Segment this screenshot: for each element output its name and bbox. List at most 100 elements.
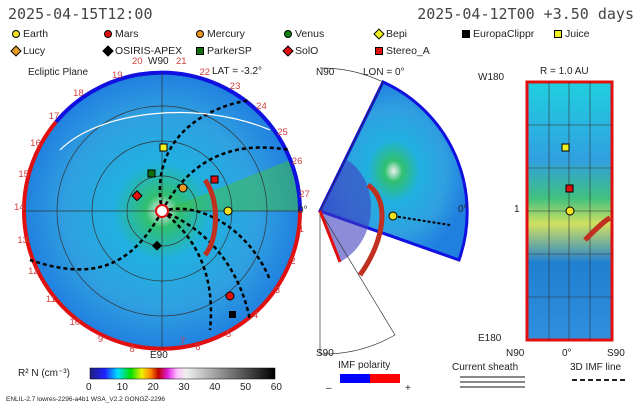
polarity-boundary-neg bbox=[54, 70, 236, 124]
legend-label: OSIRIS-APEX bbox=[115, 45, 183, 57]
meridional-right: 0° bbox=[458, 204, 468, 215]
legend-label: ParkerSP bbox=[207, 45, 252, 57]
meridional-bottom: S90 bbox=[316, 348, 334, 359]
imf-title: IMF polarity bbox=[338, 360, 391, 371]
imf-pos-swatch bbox=[370, 374, 400, 383]
carrington-tick-label: 7 bbox=[180, 336, 186, 347]
juice-marker bbox=[159, 143, 168, 152]
legend-label: Juice bbox=[565, 28, 590, 40]
earth-marker bbox=[223, 206, 233, 216]
parkersp-marker bbox=[147, 169, 156, 178]
colorbar-tick: 30 bbox=[178, 382, 190, 393]
legend-item: ParkerSP bbox=[196, 45, 252, 57]
colorbar-tick: 50 bbox=[240, 382, 252, 393]
radial-bottom: E180 bbox=[478, 333, 502, 344]
carrington-tick-label: 26 bbox=[291, 156, 303, 168]
legend-label: EuropaClippr bbox=[473, 28, 535, 40]
carrington-tick-label: 20 bbox=[132, 56, 143, 67]
footer-run-info: ENLIL-2.7 lowres-2296-a4b1 WSA_V2.2 GONG… bbox=[6, 396, 165, 403]
legend-item: EuropaClippr bbox=[462, 28, 534, 40]
ecliptic-lat: LAT = -3.2° bbox=[212, 66, 263, 77]
imf-neg-swatch bbox=[340, 374, 370, 383]
colorbar-tick: 10 bbox=[116, 382, 128, 393]
legend-item: Bepi bbox=[373, 28, 408, 40]
osiris-apex-marker bbox=[152, 240, 162, 251]
square-icon bbox=[375, 47, 383, 55]
carrington-tick-label: 19 bbox=[112, 70, 123, 81]
run-time: 2025-04-12T00 +3.50 days bbox=[417, 5, 634, 23]
carrington-tick-label: 3 bbox=[274, 285, 280, 297]
legend-label: Stereo_A bbox=[386, 45, 430, 57]
circle-icon bbox=[284, 30, 292, 38]
carrington-tick-label: 9 bbox=[97, 334, 104, 346]
carrington-tick-label: 14 bbox=[14, 201, 25, 213]
ecliptic-top-label: W90 bbox=[148, 56, 169, 67]
circle-icon bbox=[196, 30, 204, 38]
circle-icon bbox=[12, 30, 20, 38]
colorbar bbox=[89, 367, 276, 380]
carrington-tick-label: 11 bbox=[45, 293, 56, 305]
mars-marker bbox=[225, 291, 235, 301]
legend-label: SolO bbox=[295, 45, 319, 57]
radial-map-plot bbox=[525, 80, 614, 342]
meridional-earth-marker bbox=[388, 211, 398, 221]
radial-earth-marker bbox=[565, 206, 575, 216]
circle-icon bbox=[104, 30, 112, 38]
sheath-title: Current sheath bbox=[452, 362, 519, 373]
square-icon bbox=[554, 30, 562, 38]
carrington-tick-label: 25 bbox=[277, 126, 288, 138]
square-icon bbox=[196, 47, 204, 55]
legend-item: SolO bbox=[282, 45, 319, 57]
current-time: 2025-04-15T12:00 bbox=[8, 5, 153, 23]
meridional-top: N90 bbox=[316, 67, 335, 78]
legend-item: Venus bbox=[284, 28, 324, 40]
carrington-tick-label: 2 bbox=[290, 255, 296, 267]
carrington-tick-label: 24 bbox=[256, 100, 267, 112]
carrington-tick-label: 6 bbox=[195, 341, 201, 353]
legend-label: Earth bbox=[23, 28, 49, 40]
colorbar-label: R² N (cm⁻³) bbox=[18, 368, 70, 379]
legend-item: Mars bbox=[104, 28, 138, 40]
carrington-tick-label: 10 bbox=[69, 317, 81, 329]
legend-label: Mercury bbox=[207, 28, 245, 40]
carrington-tick-label: 12 bbox=[28, 266, 39, 277]
radial-x-left: N90 bbox=[506, 348, 525, 359]
stereo-a-marker bbox=[210, 175, 219, 184]
square-icon bbox=[462, 30, 470, 38]
carrington-tick-label: 18 bbox=[73, 88, 84, 100]
legend-label: Bepi bbox=[386, 28, 408, 40]
ecliptic-bottom-label: E90 bbox=[150, 350, 168, 361]
colorbar-tick: 0 bbox=[86, 382, 92, 393]
carrington-tick-label: 15 bbox=[18, 168, 29, 180]
mercury-marker bbox=[178, 183, 188, 193]
legend-item: Lucy bbox=[10, 45, 45, 57]
carrington-tick-label: 27 bbox=[299, 188, 310, 200]
imf-plus: + bbox=[405, 383, 411, 394]
carrington-tick-label: 1 bbox=[298, 223, 304, 235]
polarity-boundary-pos bbox=[21, 120, 302, 351]
carrington-tick-label: 8 bbox=[129, 344, 135, 356]
carrington-tick-label: 17 bbox=[48, 110, 60, 122]
carrington-tick-label: 13 bbox=[17, 234, 28, 246]
carrington-tick-label: 21 bbox=[176, 56, 187, 67]
carrington-tick-label: 23 bbox=[229, 80, 241, 92]
radial-x-mid: 0° bbox=[562, 348, 572, 359]
radial-title: R = 1.0 AU bbox=[540, 66, 589, 77]
colorbar-tick: 60 bbox=[270, 382, 282, 393]
carrington-tick-label: 22 bbox=[199, 67, 211, 79]
europaclipper-marker bbox=[229, 311, 236, 318]
sun-marker bbox=[155, 204, 169, 218]
current-sheath-swatch bbox=[460, 376, 525, 388]
imfline-title: 3D IMF line bbox=[570, 362, 622, 373]
legend-item: Earth bbox=[12, 28, 48, 40]
ecliptic-plane-plot bbox=[21, 70, 303, 351]
legend-label: Venus bbox=[295, 28, 325, 40]
ecliptic-right-label: 0° bbox=[298, 205, 308, 216]
meridional-plot bbox=[317, 67, 469, 355]
radial-x-right: S90 bbox=[607, 348, 625, 359]
colorbar-tick: 40 bbox=[209, 382, 221, 393]
carrington-tick-label: 16 bbox=[30, 137, 41, 149]
ecliptic-title: Ecliptic Plane bbox=[28, 67, 89, 78]
radial-mid: 1 bbox=[514, 204, 520, 215]
